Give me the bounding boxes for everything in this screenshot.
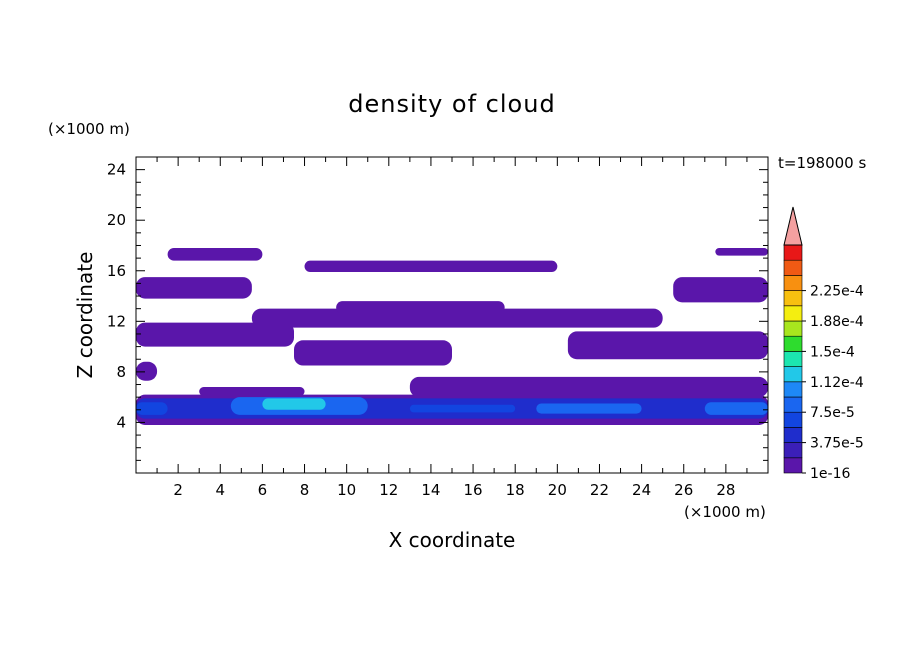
contour-region-15 (336, 301, 505, 314)
contour-region-16 (136, 277, 252, 299)
colorbar-label: 1.5e-4 (810, 344, 855, 360)
contour-region-7 (409, 404, 516, 413)
colorbar-swatch (783, 457, 803, 474)
chart-title: density of cloud (348, 90, 555, 118)
colorbar-label: 2.25e-4 (810, 284, 864, 300)
colorbar-swatch (783, 290, 803, 307)
x-tick-label: 2 (173, 481, 183, 499)
colorbar-swatch (783, 259, 803, 276)
x-tick-label: 16 (464, 481, 483, 499)
x-tick-label: 26 (674, 481, 693, 499)
contour-region-10 (136, 361, 158, 381)
colorbar: 1e-16 3.75e-5 7.5e-5 1.12e-4 1.5e-4 1.88e-4 2.… (783, 206, 864, 482)
y-tick-label: 24 (107, 161, 126, 179)
colorbar-swatch (783, 244, 803, 261)
colorbar-label: 7.5e-5 (810, 405, 855, 421)
contour-regions (136, 248, 768, 425)
colorbar-label: 1e-16 (810, 466, 850, 482)
y-tick-label: 16 (107, 262, 126, 280)
colorbar-swatch (783, 351, 803, 367)
contour-region-6 (136, 402, 168, 415)
colorbar-label: 1.88e-4 (810, 314, 864, 330)
colorbar-swatch (783, 305, 803, 322)
y-unit-label: (×1000 m) (48, 120, 130, 138)
colorbar-swatch (783, 442, 803, 459)
x-axis-label: X coordinate (389, 528, 516, 552)
x-tick-label: 6 (258, 481, 268, 499)
x-tick-label: 22 (590, 481, 609, 499)
colorbar-swatch (783, 320, 803, 337)
contour-region-12 (567, 331, 768, 360)
colorbar-label: 1.12e-4 (810, 375, 864, 391)
colorbar-extend-arrow (783, 206, 803, 246)
colorbar-swatch (783, 366, 803, 383)
contour-region-5 (704, 402, 768, 415)
colorbar-label: 3.75e-5 (810, 436, 864, 452)
y-tick-label: 4 (116, 413, 126, 431)
x-tick-label: 28 (716, 481, 735, 499)
x-tick-label: 4 (215, 481, 225, 499)
y-tick-label: 8 (116, 363, 126, 381)
x-tick-label: 18 (506, 481, 525, 499)
time-label: t=198000 s (778, 154, 866, 172)
contour-region-9 (199, 387, 305, 396)
colorbar-swatch (783, 275, 803, 291)
colorbar-swatch (783, 335, 803, 352)
y-tick-label: 20 (107, 211, 126, 229)
contour-region-4 (536, 403, 642, 414)
contour-region-18 (304, 260, 558, 273)
contour-region-17 (673, 277, 768, 303)
x-tick-label: 10 (337, 481, 356, 499)
colorbar-swatch (783, 427, 803, 443)
x-unit-label: (×1000 m) (684, 503, 766, 521)
colorbar-swatch (783, 396, 803, 413)
x-tick-label: 8 (300, 481, 310, 499)
x-tick-label: 14 (421, 481, 440, 499)
y-axis-label: Z coordinate (73, 252, 97, 379)
colorbar-swatch (783, 381, 803, 398)
contour-region-8 (409, 376, 768, 398)
y-tick-label: 12 (107, 312, 126, 330)
x-tick-label: 20 (548, 481, 567, 499)
contour-region-3 (262, 398, 326, 410)
contour-region-20 (715, 248, 768, 256)
contour-region-11 (294, 340, 452, 366)
contour-region-19 (167, 248, 263, 261)
colorbar-swatch (783, 411, 803, 428)
contour-region-13 (136, 322, 294, 347)
x-tick-label: 12 (379, 481, 398, 499)
x-tick-label: 24 (632, 481, 651, 499)
plot-frame (135, 156, 769, 474)
